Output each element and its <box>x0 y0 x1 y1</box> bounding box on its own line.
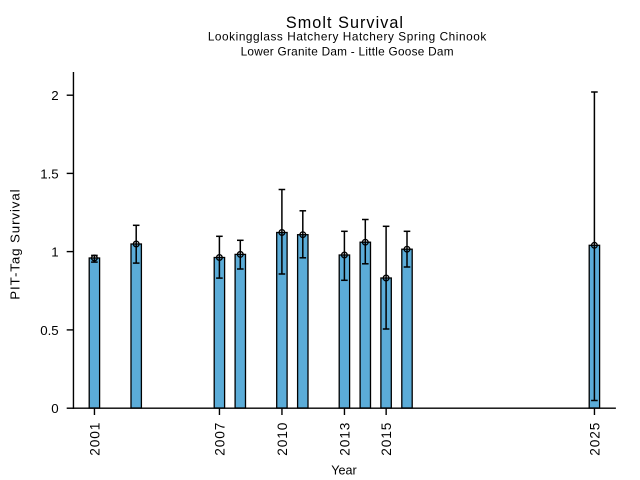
svg-text:2013: 2013 <box>337 422 352 456</box>
svg-text:2015: 2015 <box>379 422 394 456</box>
svg-text:PIT-Tag Survival: PIT-Tag Survival <box>7 188 22 299</box>
svg-text:2001: 2001 <box>87 422 102 456</box>
svg-text:1: 1 <box>51 245 58 260</box>
svg-text:2: 2 <box>51 88 58 103</box>
svg-text:2025: 2025 <box>587 422 602 456</box>
svg-text:0: 0 <box>51 401 58 416</box>
svg-text:Year: Year <box>331 463 356 477</box>
svg-text:0.5: 0.5 <box>40 323 59 338</box>
svg-text:Lower Granite Dam - Little Goo: Lower Granite Dam - Little Goose Dam <box>241 44 454 58</box>
svg-text:1.5: 1.5 <box>40 166 59 181</box>
svg-text:Lookingglass Hatchery Hatchery: Lookingglass Hatchery Hatchery Spring Ch… <box>208 30 487 44</box>
svg-text:Smolt Survival: Smolt Survival <box>286 14 404 32</box>
svg-text:2010: 2010 <box>275 422 290 456</box>
svg-text:2007: 2007 <box>212 422 227 456</box>
